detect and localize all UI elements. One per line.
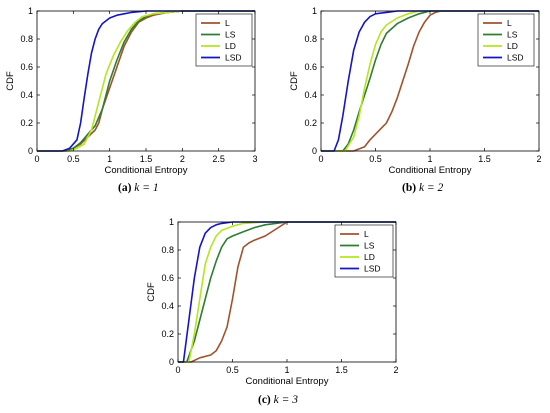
legend-label-L: L xyxy=(225,18,230,28)
y-tick-label: 0.8 xyxy=(20,34,33,44)
x-tick-label: 0 xyxy=(175,365,180,375)
y-tick-label: 0 xyxy=(28,146,33,156)
series-line-L xyxy=(178,221,396,363)
caption-a: (a) k = 1 xyxy=(118,182,159,194)
x-tick-label: 2.5 xyxy=(212,154,225,164)
x-tick-label: 1 xyxy=(284,365,289,375)
x-tick-label: 0.5 xyxy=(369,154,382,164)
y-tick-label: 0.4 xyxy=(304,90,317,100)
y-tick-label: 1 xyxy=(28,6,33,16)
series-line-LSD xyxy=(37,10,255,152)
x-axis-label: Conditional Entropy xyxy=(105,165,188,176)
x-tick-label: 2 xyxy=(393,365,398,375)
y-axis-label: CDF xyxy=(289,71,300,91)
x-tick-label: 1.5 xyxy=(140,154,153,164)
legend-label-LD: LD xyxy=(225,41,236,51)
series-line-LD xyxy=(178,221,396,363)
x-tick-label: 1.5 xyxy=(335,365,348,375)
y-tick-label: 1 xyxy=(169,217,174,227)
legend-label-LD: LD xyxy=(507,41,518,51)
y-axis-label: CDF xyxy=(146,282,157,302)
legend-label-LSD: LSD xyxy=(507,53,524,63)
y-tick-label: 0.8 xyxy=(304,34,317,44)
legend-label-LS: LS xyxy=(225,30,236,40)
y-tick-label: 0.2 xyxy=(304,118,317,128)
x-tick-label: 2 xyxy=(536,154,541,164)
x-tick-label: 0.5 xyxy=(226,365,239,375)
series-line-L xyxy=(37,10,255,152)
series-line-LSD xyxy=(321,10,539,152)
y-tick-label: 0.2 xyxy=(20,118,33,128)
series-line-L xyxy=(321,10,539,152)
x-tick-label: 3 xyxy=(252,154,257,164)
legend-label-LS: LS xyxy=(364,241,375,251)
caption-b-math: k = 2 xyxy=(418,182,444,194)
y-tick-label: 0 xyxy=(169,357,174,367)
x-tick-label: 0.5 xyxy=(67,154,80,164)
legend-label-LS: LS xyxy=(507,30,518,40)
y-tick-label: 0.4 xyxy=(161,301,174,311)
legend-label-L: L xyxy=(364,229,369,239)
series-line-LS xyxy=(321,10,539,152)
y-tick-label: 0 xyxy=(312,146,317,156)
series-line-LS xyxy=(178,221,396,363)
y-tick-label: 0.6 xyxy=(161,273,174,283)
legend-label-LSD: LSD xyxy=(364,264,381,274)
caption-c-math: k = 3 xyxy=(273,394,299,406)
y-tick-label: 0.4 xyxy=(20,90,33,100)
y-tick-label: 0.6 xyxy=(304,62,317,72)
x-tick-label: 1.5 xyxy=(478,154,491,164)
caption-b: (b) k = 2 xyxy=(402,182,443,194)
y-tick-label: 1 xyxy=(312,6,317,16)
y-tick-label: 0.6 xyxy=(20,62,33,72)
legend-label-LD: LD xyxy=(364,252,375,262)
x-axis-label: Conditional Entropy xyxy=(389,165,472,176)
x-tick-label: 2 xyxy=(180,154,185,164)
y-tick-label: 0.2 xyxy=(161,329,174,339)
caption-a-math: k = 1 xyxy=(134,182,159,194)
x-tick-label: 1 xyxy=(427,154,432,164)
caption-b-label: (b) xyxy=(402,182,417,194)
series-line-LD xyxy=(37,10,255,152)
y-tick-label: 0.8 xyxy=(161,245,174,255)
x-tick-label: 0 xyxy=(34,154,39,164)
x-tick-label: 1 xyxy=(107,154,112,164)
y-axis-label: CDF xyxy=(5,71,16,91)
legend-label-L: L xyxy=(507,18,512,28)
x-tick-label: 0 xyxy=(318,154,323,164)
series-line-LD xyxy=(321,10,539,152)
x-axis-label: Conditional Entropy xyxy=(246,376,329,387)
caption-a-label: (a) xyxy=(118,182,132,194)
caption-c: (c) k = 3 xyxy=(258,394,298,406)
legend-label-LSD: LSD xyxy=(225,53,242,63)
caption-c-label: (c) xyxy=(258,394,271,406)
